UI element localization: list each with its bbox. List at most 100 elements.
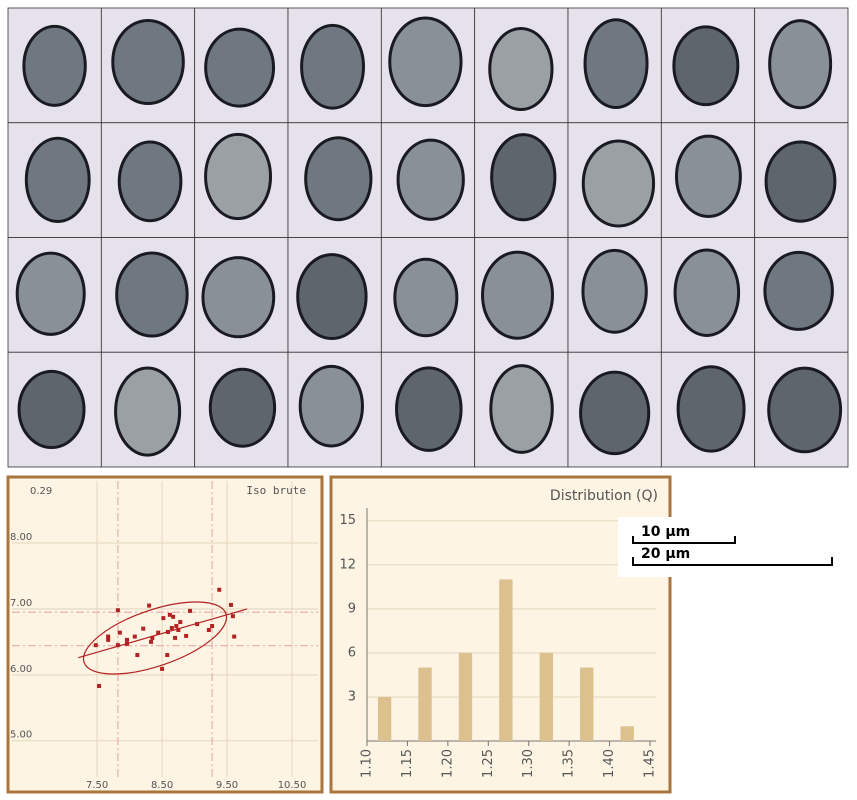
point xyxy=(106,637,111,642)
point xyxy=(228,602,233,607)
spore-grid xyxy=(7,7,849,468)
point xyxy=(169,626,174,631)
spore xyxy=(583,18,649,110)
x-tick-label: 1.20 xyxy=(440,749,455,778)
y-tick-label: 9 xyxy=(348,601,356,616)
point xyxy=(106,634,111,639)
chart-title: Distribution (Q) xyxy=(550,488,658,504)
y-tick-label: 5.00 xyxy=(10,730,32,741)
point xyxy=(141,626,146,631)
point xyxy=(97,684,102,689)
point xyxy=(160,666,165,671)
point xyxy=(176,627,181,632)
spore xyxy=(24,136,91,224)
bar xyxy=(458,652,473,741)
spore xyxy=(15,251,86,336)
y-tick-label: 3 xyxy=(348,689,356,704)
spore xyxy=(388,16,463,108)
spore xyxy=(17,369,86,449)
fit-line xyxy=(78,608,248,659)
point xyxy=(124,637,129,642)
spore xyxy=(763,250,834,331)
y-tick-label: 6 xyxy=(348,645,356,660)
point xyxy=(165,629,170,634)
x-tick-label: 10.50 xyxy=(278,780,307,791)
confidence-ellipse xyxy=(82,601,228,675)
bar xyxy=(499,579,513,741)
point xyxy=(161,616,166,621)
point xyxy=(149,639,154,644)
point xyxy=(206,627,211,632)
histogram-chart: 3 6 9 12 15 1.10 1.15 1.20 1.25 1.30 1.35 1.40 1.45 xyxy=(339,508,658,778)
spore xyxy=(304,136,373,222)
y-tick-label: 6.00 xyxy=(10,664,32,675)
point xyxy=(188,608,193,613)
y-tick-label: 7.00 xyxy=(10,598,32,609)
bar xyxy=(418,667,432,741)
y-tick-label: 15 xyxy=(339,513,356,528)
spore xyxy=(204,132,273,221)
point xyxy=(165,653,170,658)
point xyxy=(135,653,140,658)
spore xyxy=(581,248,648,334)
bar xyxy=(580,667,594,741)
spore xyxy=(581,139,656,228)
scatter-panel xyxy=(6,475,324,794)
bar xyxy=(620,726,634,741)
spore xyxy=(300,23,365,110)
x-tick-label: 7.50 xyxy=(86,780,108,791)
bar xyxy=(539,652,553,741)
spore xyxy=(395,366,463,452)
spore xyxy=(204,27,276,108)
x-tick-label: 9.50 xyxy=(216,780,238,791)
point xyxy=(132,634,137,639)
spore xyxy=(768,19,833,110)
point xyxy=(124,641,129,646)
spore xyxy=(22,24,87,107)
point xyxy=(178,620,183,625)
x-tick-label: 8.50 xyxy=(151,780,173,791)
x-tick-label: 1.40 xyxy=(602,749,617,778)
spore xyxy=(764,140,837,223)
point xyxy=(171,614,176,619)
y-tick-label: 8.00 xyxy=(10,532,32,543)
point xyxy=(230,614,235,619)
spore xyxy=(488,27,554,112)
point xyxy=(115,643,120,648)
point xyxy=(117,630,122,635)
spore xyxy=(115,251,189,338)
y-tick-label: 12 xyxy=(339,557,356,572)
scale-bar xyxy=(632,557,833,566)
point xyxy=(217,587,222,592)
spore xyxy=(111,18,185,106)
point xyxy=(150,635,155,640)
point xyxy=(167,612,172,617)
spore xyxy=(201,256,276,339)
spore xyxy=(117,140,183,223)
spore xyxy=(579,370,651,456)
x-tick-label: 1.35 xyxy=(562,749,577,778)
spore xyxy=(676,365,746,453)
spore xyxy=(489,364,554,454)
point xyxy=(210,624,215,629)
spore xyxy=(672,25,740,107)
x-tick-label: 1.30 xyxy=(521,749,536,778)
spore xyxy=(396,138,465,221)
scatter-chart: 5.00 6.00 7.00 8.00 7.50 8.50 9.50 10.50 xyxy=(10,481,318,791)
scale-box xyxy=(618,517,836,577)
spore xyxy=(298,364,364,448)
spore xyxy=(393,257,459,338)
point xyxy=(184,633,189,638)
point xyxy=(195,622,200,627)
scale-label: 20 µm xyxy=(641,546,690,562)
spore xyxy=(490,133,557,222)
annotation: Iso brute xyxy=(246,484,306,497)
point xyxy=(173,635,178,640)
point xyxy=(174,624,179,629)
spore xyxy=(673,248,741,337)
point xyxy=(147,603,152,608)
spore xyxy=(296,253,368,340)
corner-label: 0.29 xyxy=(30,486,52,497)
spore xyxy=(674,134,742,218)
